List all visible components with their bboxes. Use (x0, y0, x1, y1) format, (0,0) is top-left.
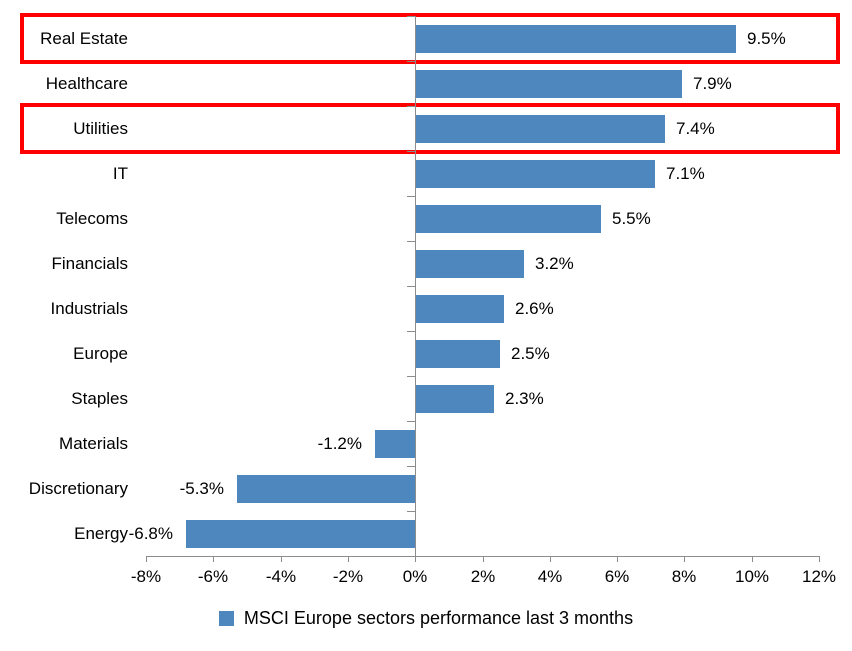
category-label: Europe (73, 343, 128, 363)
bar (416, 339, 500, 368)
x-axis-tick-label: 6% (604, 567, 630, 586)
x-axis-tick (415, 556, 416, 562)
x-axis-tick (281, 556, 282, 562)
bar (416, 249, 524, 278)
x-axis-tick-label: -4% (265, 567, 297, 586)
value-label: 7.4% (676, 118, 715, 138)
category-label: Discretionary (28, 478, 128, 498)
y-axis-tick (407, 511, 415, 512)
x-axis-tick-label: 8% (671, 567, 697, 586)
category-label: Energy (74, 523, 128, 543)
value-label: -1.2% (317, 433, 362, 453)
bar (416, 204, 601, 233)
value-label: 2.3% (505, 388, 544, 408)
category-label: Real Estate (40, 28, 128, 48)
x-axis-tick (550, 556, 551, 562)
y-axis-tick (407, 421, 415, 422)
x-axis-tick-label: 2% (470, 567, 496, 586)
bar (416, 159, 655, 188)
category-label: Utilities (73, 118, 128, 138)
bar (416, 69, 682, 98)
x-axis-tick-label: 12% (801, 567, 837, 586)
x-axis-tick-label: -6% (197, 567, 229, 586)
x-axis-tick-label: 10% (734, 567, 770, 586)
y-axis-tick (407, 196, 415, 197)
value-label: 5.5% (612, 208, 651, 228)
bar (237, 474, 415, 503)
value-label: 2.6% (515, 298, 554, 318)
value-label: 9.5% (747, 28, 786, 48)
legend: MSCI Europe sectors performance last 3 m… (0, 608, 852, 629)
y-axis-tick (407, 331, 415, 332)
y-axis-tick (407, 286, 415, 287)
value-label: 7.1% (666, 163, 705, 183)
x-axis-tick (146, 556, 147, 562)
bar (416, 384, 494, 413)
highlight-box-real-estate (20, 13, 840, 64)
bar (375, 429, 415, 458)
x-axis-tick-label: -2% (332, 567, 364, 586)
category-label: Financials (51, 253, 128, 273)
y-axis-line (415, 16, 416, 556)
y-axis-tick (407, 61, 415, 62)
value-label: 2.5% (511, 343, 550, 363)
category-label: Telecoms (56, 208, 128, 228)
x-axis-tick (213, 556, 214, 562)
value-label: 3.2% (535, 253, 574, 273)
y-axis-tick (407, 106, 415, 107)
category-label: IT (112, 163, 128, 183)
bar (416, 294, 504, 323)
bar (416, 114, 665, 143)
bar (416, 24, 736, 53)
x-axis-tick (483, 556, 484, 562)
legend-label: MSCI Europe sectors performance last 3 m… (243, 608, 634, 628)
y-axis-tick (407, 16, 415, 17)
x-axis-tick (348, 556, 349, 562)
x-axis-tick-label: 0% (402, 567, 428, 586)
x-axis-tick (684, 556, 685, 562)
value-label: -5.3% (179, 478, 224, 498)
y-axis-tick (407, 376, 415, 377)
x-axis-tick (752, 556, 753, 562)
x-axis-tick-label: -8% (130, 567, 162, 586)
category-label: Industrials (50, 298, 128, 318)
value-label: -6.8% (128, 523, 173, 543)
category-label: Staples (71, 388, 128, 408)
bar (186, 519, 415, 548)
x-axis-tick (819, 556, 820, 562)
category-label: Healthcare (45, 73, 128, 93)
category-label: Materials (59, 433, 128, 453)
y-axis-tick (407, 241, 415, 242)
x-axis-tick (617, 556, 618, 562)
value-label: 7.9% (693, 73, 732, 93)
highlight-box-utilities (20, 103, 840, 154)
y-axis-tick (407, 466, 415, 467)
legend-marker-square (218, 611, 234, 626)
x-axis-tick-label: 4% (537, 567, 563, 586)
y-axis-tick (407, 151, 415, 152)
